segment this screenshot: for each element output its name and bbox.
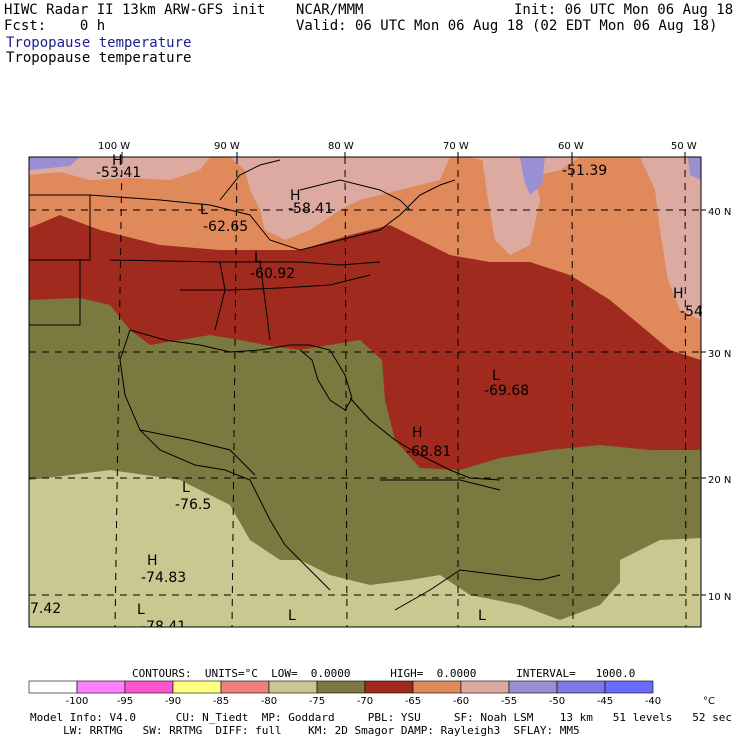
legend-label: -55 bbox=[501, 696, 517, 707]
marker-symbol: H bbox=[673, 286, 684, 302]
lat-label: 40 N bbox=[708, 207, 731, 218]
lat-label: 10 N bbox=[708, 592, 731, 603]
forecast-hour: Fcst: 0 h bbox=[4, 18, 106, 34]
legend-label: -60 bbox=[453, 696, 469, 707]
org-label: NCAR/MMM bbox=[296, 2, 364, 18]
lat-label: 20 N bbox=[708, 475, 731, 486]
marker-value: -53.41 bbox=[96, 165, 141, 181]
pressure-markers: H -53.41 H -58.41 L -62.65 L -60.92 -51.… bbox=[30, 153, 703, 635]
lon-label: 60 W bbox=[558, 141, 584, 152]
valid-time: Valid: 06 UTC Mon 06 Aug 18 (02 EDT Mon … bbox=[296, 18, 718, 34]
coastlines bbox=[29, 159, 561, 611]
field-title-primary: Tropopause temperature bbox=[6, 35, 192, 51]
marker-symbol: L bbox=[288, 608, 296, 624]
legend-swatch bbox=[268, 680, 318, 694]
legend-swatch bbox=[220, 680, 270, 694]
model-title: HIWC Radar II 13km ARW-GFS init bbox=[4, 2, 266, 18]
legend-swatch bbox=[508, 680, 558, 694]
marker-value: -68.81 bbox=[406, 444, 451, 460]
marker-value: -60.92 bbox=[250, 266, 295, 282]
legend-swatch bbox=[172, 680, 222, 694]
lon-label: 70 W bbox=[443, 141, 469, 152]
color-legend: -100 -95 -90 -85 -80 -75 -70 -65 -60 -55 -50 -45 -40… bbox=[28, 680, 715, 707]
contour-info: CONTOURS: UNITS=°C LOW= 0.0000 HIGH= 0.0… bbox=[132, 667, 636, 680]
marker-value: -76.5 bbox=[175, 497, 211, 513]
field-title-secondary: Tropopause temperature bbox=[6, 50, 192, 66]
legend-swatch bbox=[604, 680, 654, 694]
marker-symbol: H bbox=[290, 188, 301, 204]
legend-swatch bbox=[76, 680, 126, 694]
legend-label: -70 bbox=[357, 696, 373, 707]
marker-symbol: L bbox=[182, 480, 190, 496]
legend-label: -65 bbox=[405, 696, 421, 707]
legend-label: -80 bbox=[261, 696, 277, 707]
marker-value: -62.65 bbox=[203, 219, 248, 235]
temperature-fill bbox=[29, 157, 701, 627]
map-frame bbox=[28, 156, 702, 628]
marker-symbol: H bbox=[147, 553, 158, 569]
lon-label: 80 W bbox=[328, 141, 354, 152]
legend-swatch bbox=[460, 680, 510, 694]
legend-swatch bbox=[124, 680, 174, 694]
model-info-line1: Model Info: V4.0 CU: N_Tiedt MP: Goddard… bbox=[30, 711, 732, 724]
marker-symbol: L bbox=[254, 250, 262, 266]
legend-swatch bbox=[316, 680, 366, 694]
marker-symbol: L bbox=[492, 368, 500, 384]
marker-value: 7.42 bbox=[30, 601, 61, 617]
legend-label: -75 bbox=[309, 696, 325, 707]
lat-lon-grid bbox=[29, 157, 701, 627]
legend-label: -85 bbox=[213, 696, 229, 707]
legend-swatch bbox=[556, 680, 606, 694]
marker-symbol: L bbox=[200, 202, 208, 218]
legend-label: -95 bbox=[117, 696, 133, 707]
lon-label: 100 W bbox=[98, 141, 130, 152]
marker-value: -51.39 bbox=[562, 163, 607, 179]
lat-label: 30 N bbox=[708, 349, 731, 360]
legend-unit: °C bbox=[703, 696, 715, 707]
legend-label: -40 bbox=[645, 696, 661, 707]
marker-symbol: L bbox=[478, 608, 486, 624]
lon-label: 90 W bbox=[214, 141, 240, 152]
marker-value: -78.41 bbox=[141, 619, 186, 635]
marker-value: -54 bbox=[680, 304, 703, 320]
legend-label: -45 bbox=[597, 696, 613, 707]
legend-swatch bbox=[412, 680, 462, 694]
model-info-line2: LW: RRTMG SW: RRTMG DIFF: full KM: 2D Sm… bbox=[30, 724, 580, 737]
marker-symbol: H bbox=[412, 425, 423, 441]
lon-label: 50 W bbox=[671, 141, 697, 152]
marker-symbol: L bbox=[137, 602, 145, 618]
legend-label: -100 bbox=[66, 696, 89, 707]
init-time: Init: 06 UTC Mon 06 Aug 18 bbox=[514, 2, 734, 18]
legend-swatch bbox=[28, 680, 78, 694]
marker-value: -58.41 bbox=[288, 201, 333, 217]
legend-label: -50 bbox=[549, 696, 565, 707]
legend-label: -90 bbox=[165, 696, 181, 707]
marker-value: -69.68 bbox=[484, 383, 529, 399]
marker-value: -74.83 bbox=[141, 570, 186, 586]
lon-ticks bbox=[121, 152, 706, 596]
marker-symbol: H bbox=[112, 153, 123, 169]
legend-swatch bbox=[364, 680, 414, 694]
